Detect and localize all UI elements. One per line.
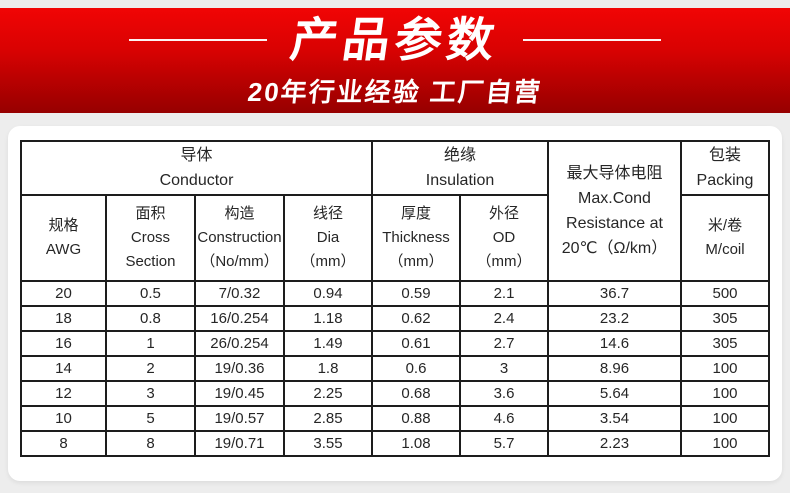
data-cell-awg: 12 xyxy=(19,380,107,407)
data-cell-construction: 7/0.32 xyxy=(193,280,285,307)
data-cell-dia: 1.18 xyxy=(282,305,374,332)
page-subtitle: 20年行业经验 工厂自营 xyxy=(246,77,544,108)
table-row: 10 5 19/0.57 2.85 0.88 4.6 3.54 100 xyxy=(19,405,770,432)
data-cell-m-coil: 100 xyxy=(680,380,770,407)
header-banner: 产品参数 20年行业经验 工厂自营 xyxy=(0,8,790,113)
data-cell-awg: 20 xyxy=(19,280,107,307)
data-cell-m-coil: 100 xyxy=(680,430,770,457)
data-cell-construction: 19/0.57 xyxy=(193,405,285,432)
column-header-row: 规格 AWG 面积 Cross Section 构造 Construction （No/mm）… xyxy=(19,194,770,282)
data-cell-thickness: 0.59 xyxy=(371,280,461,307)
table-row: 18 0.8 16/0.254 1.18 0.62 2.4 23.2 305 xyxy=(19,305,770,332)
data-cell-od: 3.6 xyxy=(459,380,549,407)
data-cell-construction: 19/0.71 xyxy=(193,430,285,457)
data-cell-od: 2.1 xyxy=(459,280,549,307)
data-cell-thickness: 0.61 xyxy=(371,330,461,357)
column-header-awg: 规格 AWG xyxy=(19,194,107,282)
column-header-cross-section: 面积 Cross Section xyxy=(104,194,196,282)
data-cell-m-coil: 305 xyxy=(680,330,770,357)
data-cell-resistance: 8.96 xyxy=(547,355,682,382)
data-cell-cross-section: 0.8 xyxy=(104,305,196,332)
data-cell-awg: 14 xyxy=(19,355,107,382)
data-cell-resistance: 3.54 xyxy=(547,405,682,432)
data-cell-construction: 26/0.254 xyxy=(193,330,285,357)
column-header-construction: 构造 Construction （No/mm） xyxy=(193,194,285,282)
column-header-thickness: 厚度 Thickness （mm） xyxy=(371,194,461,282)
data-cell-awg: 18 xyxy=(19,305,107,332)
data-cell-thickness: 0.88 xyxy=(371,405,461,432)
data-cell-cross-section: 1 xyxy=(104,330,196,357)
group-header-packing: 包装 Packing xyxy=(680,140,770,196)
data-cell-dia: 3.55 xyxy=(282,430,374,457)
data-cell-thickness: 0.62 xyxy=(371,305,461,332)
spec-table-card: 导体 Conductor 绝缘 Insulation 最大导体电阻 Max.Cond Res… xyxy=(8,126,782,481)
title-divider-right xyxy=(523,38,661,41)
data-cell-cross-section: 2 xyxy=(104,355,196,382)
data-cell-od: 5.7 xyxy=(459,430,549,457)
data-cell-dia: 1.8 xyxy=(282,355,374,382)
spec-table-body: 20 0.5 7/0.32 0.94 0.59 2.1 36.7 500 18 0.8 16/0.2… xyxy=(19,280,770,457)
data-cell-dia: 0.94 xyxy=(282,280,374,307)
data-cell-resistance: 14.6 xyxy=(547,330,682,357)
data-cell-m-coil: 100 xyxy=(680,405,770,432)
data-cell-resistance: 5.64 xyxy=(547,380,682,407)
data-cell-construction: 19/0.36 xyxy=(193,355,285,382)
group-header-insulation: 绝缘 Insulation xyxy=(371,140,549,196)
data-cell-awg: 10 xyxy=(19,405,107,432)
data-cell-thickness: 0.6 xyxy=(371,355,461,382)
data-cell-resistance: 23.2 xyxy=(547,305,682,332)
data-cell-od: 2.7 xyxy=(459,330,549,357)
table-row: 14 2 19/0.36 1.8 0.6 3 8.96 100 xyxy=(19,355,770,382)
data-cell-cross-section: 3 xyxy=(104,380,196,407)
data-cell-dia: 2.85 xyxy=(282,405,374,432)
spec-table-head: 导体 Conductor 绝缘 Insulation 最大导体电阻 Max.Cond Res… xyxy=(19,140,770,282)
data-cell-od: 4.6 xyxy=(459,405,549,432)
group-header-row: 导体 Conductor 绝缘 Insulation 最大导体电阻 Max.Cond Res… xyxy=(19,140,770,282)
data-cell-m-coil: 305 xyxy=(680,305,770,332)
data-cell-construction: 19/0.45 xyxy=(193,380,285,407)
title-divider-left xyxy=(129,38,267,41)
data-cell-cross-section: 0.5 xyxy=(104,280,196,307)
table-row: 16 1 26/0.254 1.49 0.61 2.7 14.6 305 xyxy=(19,330,770,357)
data-cell-construction: 16/0.254 xyxy=(193,305,285,332)
data-cell-resistance: 2.23 xyxy=(547,430,682,457)
data-cell-od: 2.4 xyxy=(459,305,549,332)
data-cell-resistance: 36.7 xyxy=(547,280,682,307)
data-cell-cross-section: 5 xyxy=(104,405,196,432)
page-title: 产品参数 xyxy=(287,12,503,66)
column-header-m-coil: 米/卷 M/coil xyxy=(680,194,770,282)
data-cell-m-coil: 500 xyxy=(680,280,770,307)
product-spec-table: 导体 Conductor 绝缘 Insulation 最大导体电阻 Max.Cond Res… xyxy=(19,140,770,457)
data-cell-dia: 2.25 xyxy=(282,380,374,407)
data-cell-od: 3 xyxy=(459,355,549,382)
group-header-conductor: 导体 Conductor xyxy=(19,140,374,196)
banner-title-row: 产品参数 xyxy=(129,12,661,66)
data-cell-thickness: 1.08 xyxy=(371,430,461,457)
table-row: 20 0.5 7/0.32 0.94 0.59 2.1 36.7 500 xyxy=(19,280,770,307)
table-row: 8 8 19/0.71 3.55 1.08 5.7 2.23 100 xyxy=(19,430,770,457)
data-cell-cross-section: 8 xyxy=(104,430,196,457)
data-cell-thickness: 0.68 xyxy=(371,380,461,407)
data-cell-awg: 16 xyxy=(19,330,107,357)
column-header-dia: 线径 Dia （mm） xyxy=(282,194,374,282)
column-header-od: 外径 OD （mm） xyxy=(459,194,549,282)
group-header-resistance: 最大导体电阻 Max.Cond Resistance at 20℃（Ω/km） xyxy=(547,140,682,282)
data-cell-dia: 1.49 xyxy=(282,330,374,357)
data-cell-awg: 8 xyxy=(19,430,107,457)
table-row: 12 3 19/0.45 2.25 0.68 3.6 5.64 100 xyxy=(19,380,770,407)
data-cell-m-coil: 100 xyxy=(680,355,770,382)
